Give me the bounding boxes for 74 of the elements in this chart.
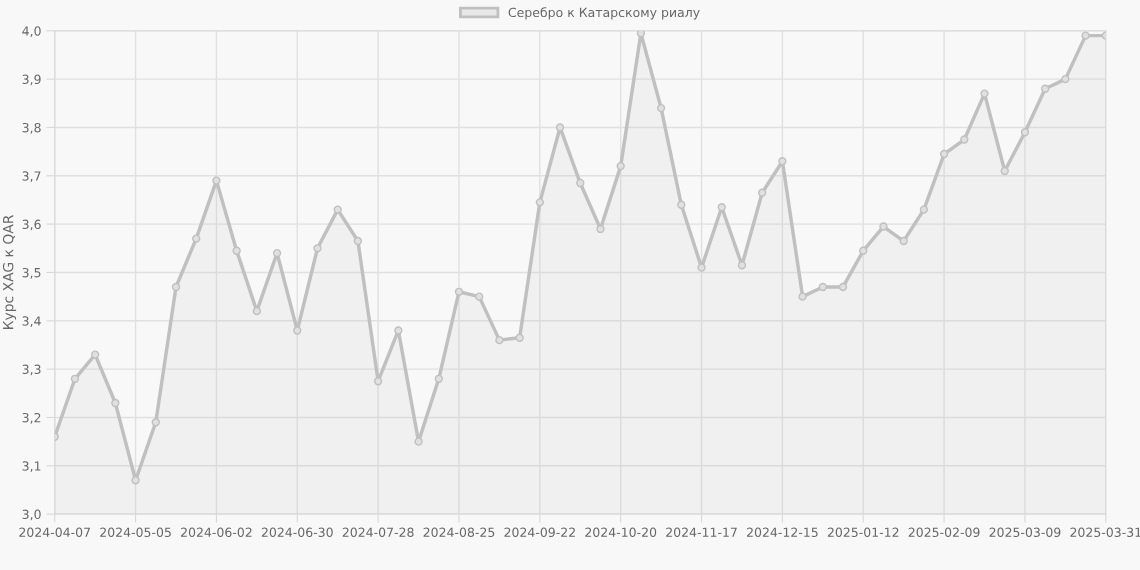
x-tick-label: 2024-12-15 bbox=[746, 527, 818, 538]
point bbox=[373, 377, 383, 386]
point bbox=[454, 287, 464, 296]
y-tick-label: 3,2 bbox=[22, 412, 41, 424]
point bbox=[232, 246, 241, 255]
y-tick-label: 3,5 bbox=[22, 267, 41, 279]
y-tick-label: 3,9 bbox=[22, 74, 41, 86]
point bbox=[717, 203, 726, 212]
point bbox=[353, 236, 363, 246]
point bbox=[555, 123, 565, 132]
point bbox=[90, 350, 100, 359]
x-tick-label: 2024-10-20 bbox=[585, 527, 657, 538]
point bbox=[576, 178, 585, 188]
point bbox=[778, 157, 787, 166]
point bbox=[838, 282, 848, 292]
point bbox=[414, 437, 423, 446]
x-tick-label: 2024-07-28 bbox=[342, 527, 414, 538]
point bbox=[899, 236, 908, 246]
x-tick-label: 2024-11-17 bbox=[666, 527, 737, 538]
x-tick-label: 2025-03-31 bbox=[1070, 527, 1140, 538]
point bbox=[1061, 74, 1070, 84]
point bbox=[939, 149, 949, 159]
point bbox=[859, 246, 868, 255]
point bbox=[919, 205, 929, 214]
point bbox=[535, 198, 545, 207]
y-tick-label: 3,1 bbox=[22, 461, 41, 473]
point bbox=[656, 103, 666, 113]
point bbox=[212, 176, 221, 185]
x-tick-label: 2025-03-09 bbox=[989, 527, 1061, 538]
point bbox=[980, 89, 989, 98]
point bbox=[313, 244, 322, 253]
x-tick-label: 2024-09-22 bbox=[504, 527, 575, 538]
y-tick-label: 3,6 bbox=[22, 219, 41, 231]
point bbox=[1020, 128, 1030, 137]
point bbox=[960, 135, 969, 144]
point bbox=[333, 205, 342, 214]
point bbox=[737, 261, 747, 270]
point bbox=[293, 326, 302, 335]
point bbox=[151, 418, 160, 427]
point bbox=[697, 263, 706, 272]
point bbox=[616, 161, 625, 171]
point bbox=[171, 282, 181, 292]
x-tick-label: 2024-05-05 bbox=[100, 527, 171, 538]
point bbox=[636, 30, 646, 38]
y-tick-label: 3,4 bbox=[22, 316, 41, 327]
point bbox=[798, 292, 807, 301]
y-tick-label: 3,0 bbox=[22, 509, 41, 521]
point bbox=[818, 282, 827, 292]
point bbox=[111, 398, 120, 408]
point bbox=[192, 234, 201, 243]
point bbox=[1040, 84, 1050, 93]
point bbox=[70, 374, 80, 383]
point bbox=[394, 326, 403, 335]
y-tick-label: 3,3 bbox=[22, 364, 41, 376]
point bbox=[475, 292, 484, 301]
x-tick-label: 2025-02-09 bbox=[908, 527, 980, 538]
point bbox=[1081, 31, 1090, 40]
y-tick-label: 3,8 bbox=[22, 122, 41, 134]
y-axis-title: Курс XAG к QAR bbox=[2, 214, 17, 329]
point bbox=[758, 188, 767, 197]
y-tick-label: 3,7 bbox=[22, 171, 41, 182]
x-tick-label: 2024-08-25 bbox=[423, 527, 495, 538]
point bbox=[879, 222, 888, 231]
point bbox=[434, 374, 443, 383]
point bbox=[677, 200, 686, 209]
x-tick-label: 2025-01-12 bbox=[827, 527, 899, 538]
point bbox=[131, 476, 140, 485]
y-tick-label: 4,0 bbox=[22, 26, 41, 37]
x-tick-label: 2024-06-30 bbox=[261, 527, 333, 538]
x-tick-label: 2024-06-02 bbox=[181, 527, 252, 538]
legend-label: Серебро к Катарскому риалу bbox=[508, 7, 700, 20]
point bbox=[495, 335, 504, 345]
point bbox=[515, 333, 524, 342]
x-tick-label: 2024-04-07 bbox=[19, 527, 90, 538]
